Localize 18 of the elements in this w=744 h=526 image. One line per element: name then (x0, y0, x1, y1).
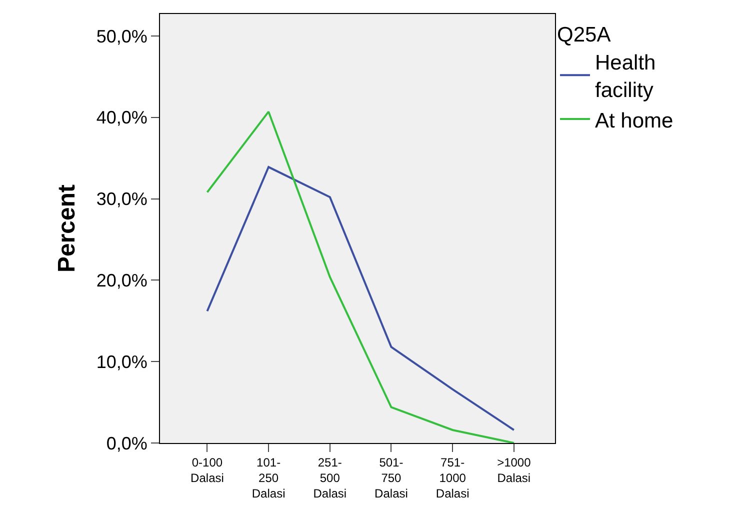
y-axis-title: Percent (53, 184, 80, 273)
x-tick-label: 101- 250 Dalasi (252, 455, 286, 501)
x-tick-label: 751- 1000 Dalasi (436, 455, 470, 501)
x-tick-label: >1000 Dalasi (497, 455, 532, 485)
legend-label: At home (595, 109, 674, 132)
x-tick-label: 0-100 Dalasi (190, 455, 224, 485)
legend-label: Health facility (595, 52, 656, 102)
legend-title: Q25A (557, 23, 611, 46)
y-tick-label: 40,0% (96, 108, 148, 128)
y-tick-label: 20,0% (96, 270, 148, 290)
line-series (206, 110, 515, 443)
y-tick-label: 30,0% (96, 189, 148, 210)
y-tick-label: 10,0% (96, 352, 148, 372)
x-tick-label: 251- 500 Dalasi (313, 455, 347, 501)
y-tick-label: 0,0% (106, 433, 148, 454)
x-tick-label: 501- 750 Dalasi (374, 455, 408, 501)
y-tick-label: 50,0% (96, 26, 148, 46)
line-series (206, 166, 515, 431)
